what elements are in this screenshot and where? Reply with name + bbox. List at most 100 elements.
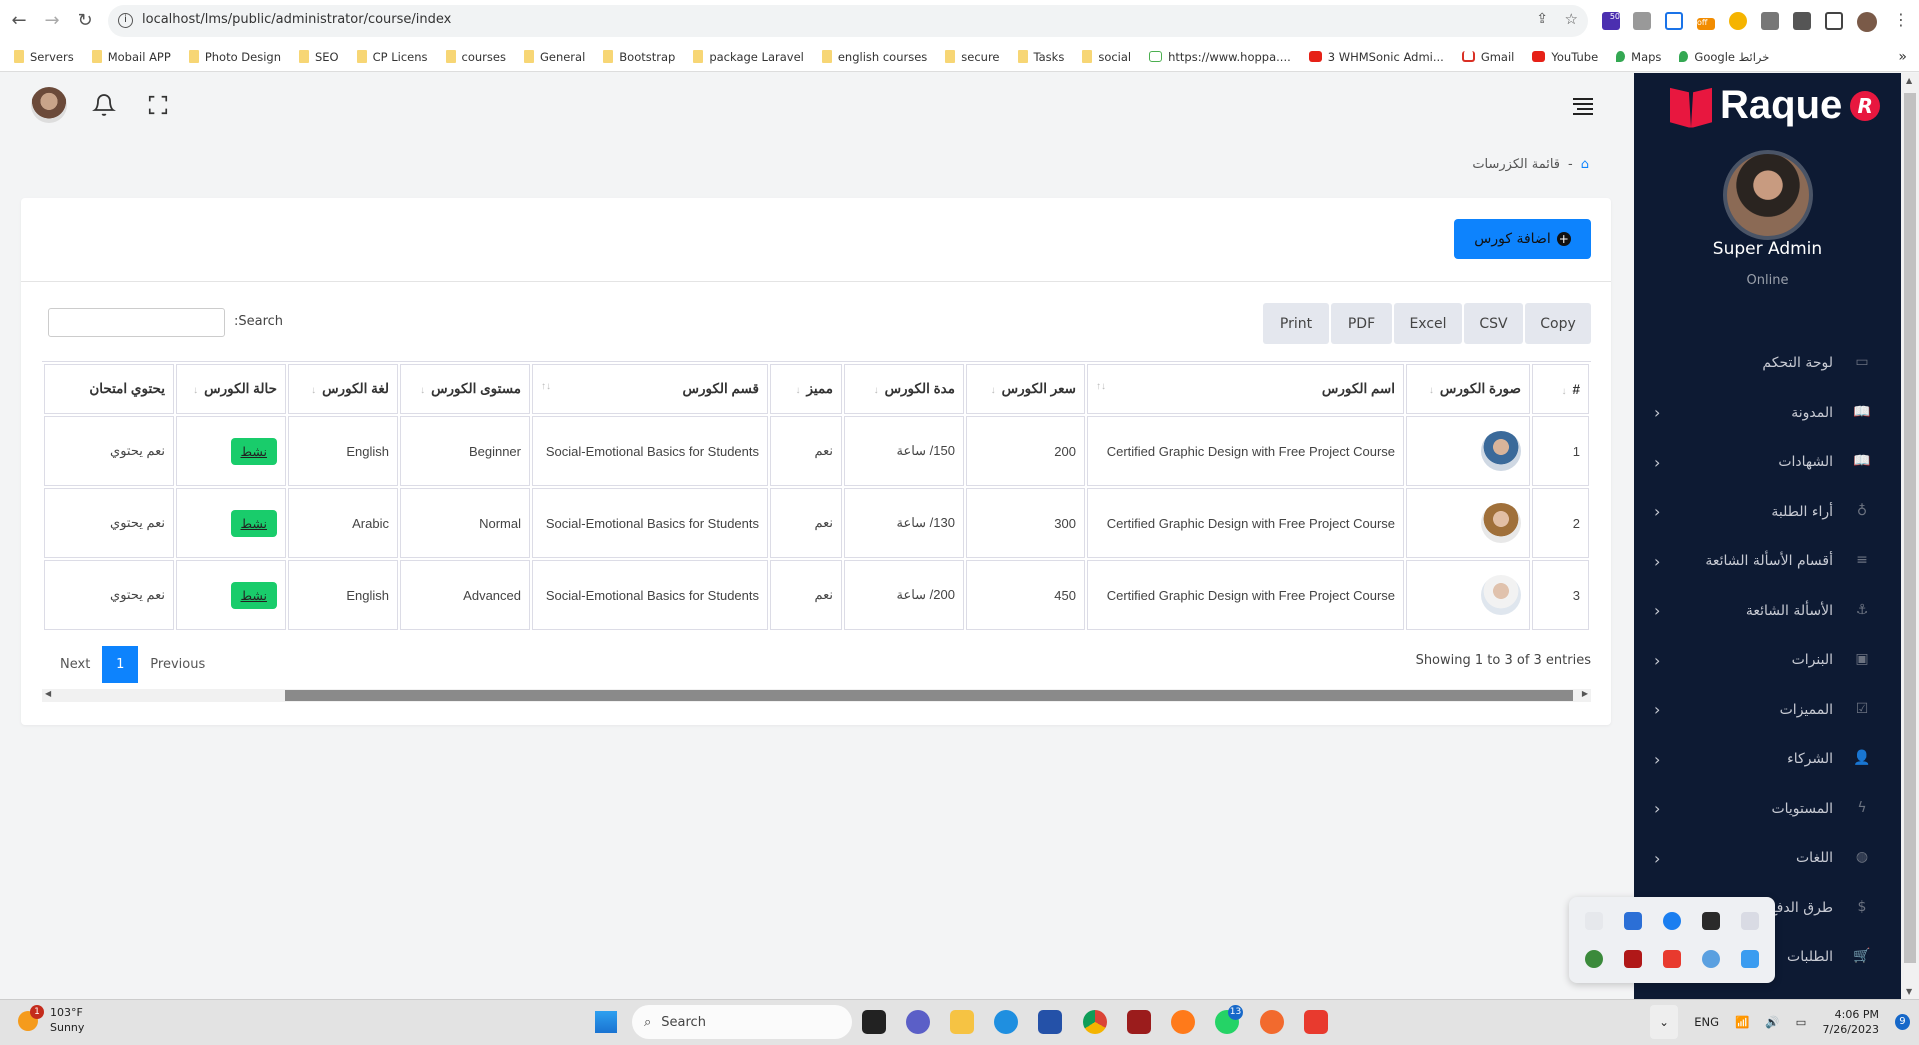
previous-page-button[interactable]: Previous — [150, 657, 206, 672]
bookmark-social[interactable]: social — [1082, 50, 1131, 64]
start-button[interactable] — [595, 1011, 617, 1033]
sidebar-item[interactable]: ◍ اللغات ‹ — [1634, 838, 1901, 878]
brand-logo[interactable]: Raque R — [1670, 83, 1881, 128]
horizontal-scrollbar[interactable]: ◀ ▶ — [42, 689, 1591, 702]
scroll-right-icon[interactable]: ▶ — [1581, 689, 1588, 698]
bookmark-hoppa[interactable]: https://www.hoppa.... — [1149, 50, 1291, 64]
camera-extension-icon[interactable] — [1633, 12, 1651, 30]
firefox-icon[interactable] — [1171, 1010, 1195, 1034]
bell-icon[interactable] — [92, 93, 116, 117]
extension-icon[interactable] — [1729, 12, 1747, 30]
battery-icon[interactable]: ▭ — [1795, 1015, 1807, 1029]
back-icon[interactable]: ← — [11, 10, 27, 31]
reload-icon[interactable]: ↻ — [77, 10, 93, 31]
bookmark-photo-design[interactable]: Photo Design — [188, 50, 281, 64]
nvidia-icon[interactable] — [1702, 912, 1721, 930]
status-badge[interactable]: نشط — [230, 509, 277, 537]
status-badge[interactable]: نشط — [230, 581, 277, 609]
next-page-button[interactable]: Next — [60, 657, 91, 672]
page-1-button[interactable]: 1 — [102, 646, 139, 683]
shield-tray-icon[interactable] — [1623, 912, 1642, 930]
bookmark-package-laravel[interactable]: package Laravel — [693, 50, 804, 64]
puzzle-icon[interactable] — [1793, 12, 1811, 30]
address-bar[interactable]: i localhost/lms/public/administrator/cou… — [108, 5, 1588, 37]
tray-app-icon[interactable] — [1584, 912, 1603, 930]
bookmark-servers[interactable]: Servers — [14, 50, 74, 64]
extension-icon[interactable] — [1665, 12, 1683, 30]
anydesk-icon[interactable] — [1304, 1010, 1328, 1034]
scroll-up-icon[interactable]: ▲ — [1906, 76, 1913, 85]
chrome-icon[interactable] — [1083, 1010, 1107, 1034]
pen-icon[interactable] — [1741, 912, 1760, 930]
sidebar-item[interactable]: ☑ المميزات ‹ — [1634, 690, 1901, 730]
column-header-section[interactable]: قسم الكورس ↓↑ — [532, 364, 768, 414]
bookmark-courses[interactable]: courses — [445, 50, 506, 64]
bookmark-bootstrap[interactable]: Bootstrap — [603, 50, 675, 64]
profile-avatar[interactable] — [1857, 12, 1877, 32]
scrollbar-thumb[interactable] — [1904, 93, 1916, 963]
star-icon[interactable]: ☆ — [1564, 10, 1578, 28]
column-header-featured[interactable]: مميز ↓ — [770, 364, 842, 414]
column-header-status[interactable]: حالة الكورس ↓ — [176, 364, 286, 414]
fullscreen-icon[interactable] — [147, 94, 169, 116]
column-header-price[interactable]: سعر الكورس ↓ — [966, 364, 1085, 414]
forward-icon[interactable]: → — [44, 10, 60, 31]
bookmark-cp-licens[interactable]: CP Licens — [356, 50, 428, 64]
scroll-left-icon[interactable]: ◀ — [45, 689, 52, 698]
bookmark-secure[interactable]: secure — [945, 50, 1000, 64]
clock[interactable]: 4:06 PM 7/26/2023 — [1823, 1007, 1879, 1037]
add-course-button[interactable]: + اضافة كورس — [1454, 219, 1591, 259]
home-icon[interactable]: ⌂ — [1580, 157, 1589, 172]
sidebar-item[interactable]: ϟ المستويات ‹ — [1634, 789, 1901, 829]
column-header-image[interactable]: صورة الكورس ↓ — [1406, 364, 1530, 414]
postman-icon[interactable] — [1260, 1010, 1284, 1034]
extension-icon[interactable]: off — [1697, 18, 1715, 30]
chevron-up-icon[interactable]: ⌄ — [1650, 1005, 1679, 1039]
column-header-name[interactable]: اسم الكورس ↓↑ — [1087, 364, 1404, 414]
scroll-down-icon[interactable]: ▼ — [1906, 987, 1913, 996]
column-header-level[interactable]: مستوى الكورس ↓ — [400, 364, 530, 414]
scrollbar-thumb[interactable] — [285, 690, 1573, 701]
store-icon[interactable] — [1038, 1010, 1062, 1034]
csv-button[interactable]: CSV — [1464, 303, 1523, 344]
more-bookmarks-icon[interactable]: » — [1898, 48, 1907, 65]
bookmark-mobail-app[interactable]: Mobail APP — [91, 50, 171, 64]
sidebar-item[interactable]: ⚓ الأسألة الشائعة ‹ — [1634, 591, 1901, 631]
anydesk-icon[interactable] — [1662, 950, 1681, 968]
bookmark-google-maps-ar[interactable]: Google خرائط — [1679, 50, 1769, 64]
extension-icon[interactable]: 50 — [1602, 12, 1620, 30]
bookmark-english-courses[interactable]: english courses — [821, 50, 927, 64]
tray-app-icon[interactable] — [1741, 950, 1760, 968]
tray-app-icon[interactable] — [1702, 950, 1721, 968]
sidebar-item[interactable]: ♁ أراء الطلبة ‹ — [1634, 492, 1901, 532]
notification-badge[interactable]: 9 — [1894, 1014, 1910, 1030]
tray-app-icon[interactable] — [1584, 950, 1603, 968]
menu-kebab-icon[interactable]: ⋮ — [1893, 10, 1909, 29]
sidebar-item[interactable]: 📖 الشهادات ‹ — [1634, 442, 1901, 482]
sidebar-item[interactable]: ▭ لوحة التحكم — [1634, 343, 1901, 383]
excel-button[interactable]: Excel — [1394, 303, 1462, 344]
bookmark-tasks[interactable]: Tasks — [1017, 50, 1064, 64]
sidebar-item[interactable]: ≡ أقسام الأسألة الشائعة ‹ — [1634, 541, 1901, 581]
sidebar-item[interactable]: ▣ البنرات ‹ — [1634, 640, 1901, 680]
column-header-language[interactable]: لغة الكورس ↓ — [288, 364, 398, 414]
pdf-button[interactable]: PDF — [1331, 303, 1392, 344]
bookmark-seo[interactable]: SEO — [298, 50, 339, 64]
bookmark-whmsonic[interactable]: 3 WHMSonic Admi... — [1308, 50, 1444, 64]
search-input[interactable] — [48, 308, 225, 337]
taskbar-search[interactable]: ⌕ Search — [632, 1005, 852, 1039]
vertical-scrollbar[interactable]: ▲ ▼ — [1901, 73, 1919, 999]
status-badge[interactable]: نشط — [230, 437, 277, 465]
site-info-icon[interactable]: i — [118, 13, 133, 28]
sidebar-item[interactable]: 👤 الشركاء ‹ — [1634, 739, 1901, 779]
teams-icon[interactable] — [906, 1010, 930, 1034]
bookmark-youtube[interactable]: YouTube — [1532, 50, 1598, 64]
language-indicator[interactable]: ENG — [1694, 1015, 1720, 1029]
sidebar-item[interactable]: 🛒 الطلبات — [1634, 937, 1901, 977]
column-header-duration[interactable]: مدة الكورس ↓ — [844, 364, 964, 414]
task-view-icon[interactable] — [862, 1010, 886, 1034]
bookmark-maps[interactable]: Maps — [1616, 50, 1661, 64]
share-icon[interactable]: ⇪ — [1536, 11, 1548, 27]
bookmark-gmail[interactable]: Gmail — [1461, 50, 1514, 64]
column-header-number[interactable]: #↓ — [1532, 364, 1589, 414]
